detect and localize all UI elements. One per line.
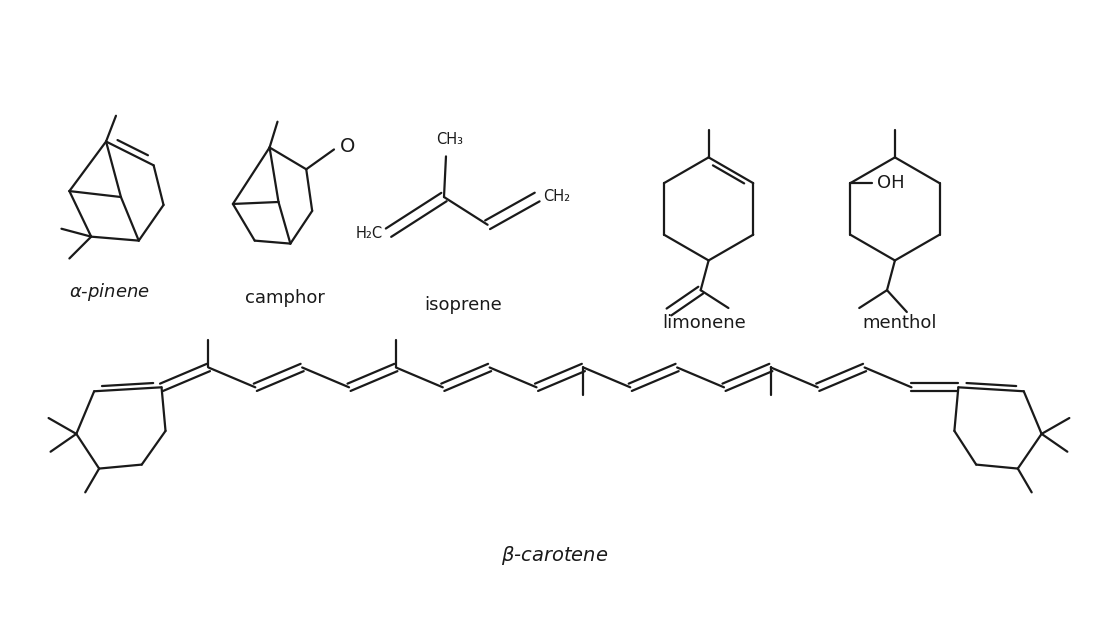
Text: OH: OH [877, 174, 905, 192]
Text: O: O [340, 137, 355, 156]
Text: isoprene: isoprene [424, 296, 501, 314]
Text: menthol: menthol [863, 314, 937, 332]
Text: $\alpha$-pinene: $\alpha$-pinene [69, 281, 150, 303]
Text: limonene: limonene [662, 314, 745, 332]
Text: camphor: camphor [244, 289, 324, 307]
Text: CH₂: CH₂ [543, 188, 570, 203]
Text: $\beta$-carotene: $\beta$-carotene [501, 544, 609, 567]
Text: CH₃: CH₃ [437, 133, 464, 148]
Text: H₂C: H₂C [355, 226, 383, 241]
